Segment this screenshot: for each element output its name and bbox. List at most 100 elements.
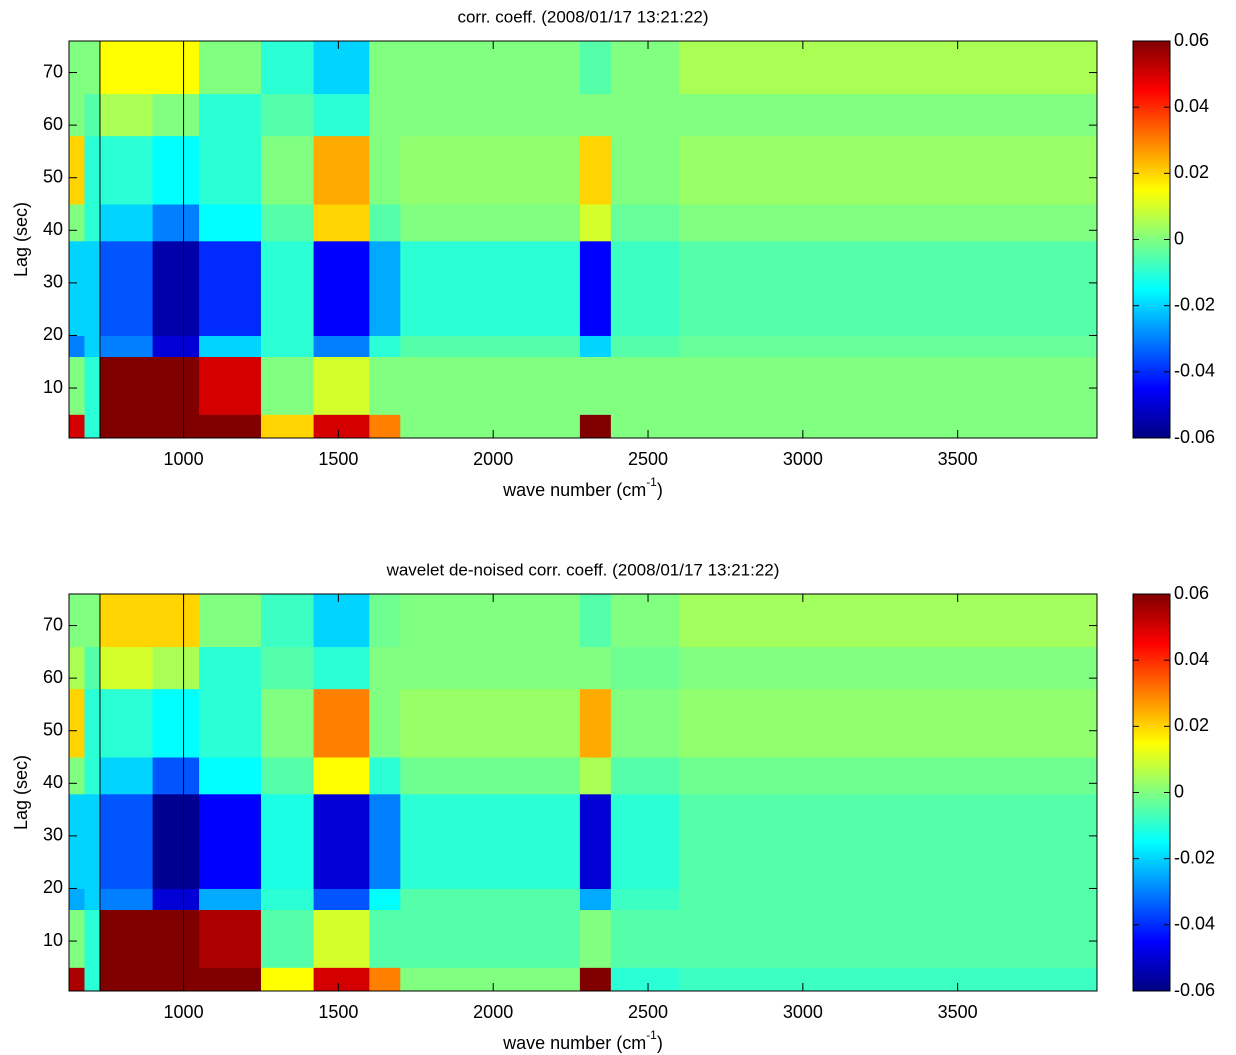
colorbar xyxy=(1132,40,1171,439)
heatmap-cell xyxy=(313,135,370,205)
heatmap-cell xyxy=(369,414,401,439)
heatmap-cell xyxy=(579,356,612,415)
heatmap-cell xyxy=(313,93,370,137)
heatmap-cell xyxy=(199,909,262,968)
heatmap-cell xyxy=(678,135,1098,205)
x-tick-label: 1500 xyxy=(318,449,358,469)
heatmap-cell xyxy=(69,793,85,889)
heatmap-cell xyxy=(400,793,581,889)
heatmap-cell xyxy=(260,41,315,95)
heatmap-cell xyxy=(610,888,680,910)
heatmap-cell xyxy=(313,41,370,95)
heatmap-cell xyxy=(369,594,401,648)
heatmap-cell xyxy=(69,93,85,137)
colorbar-tick-label: 0.02 xyxy=(1174,715,1209,735)
heatmap-cell xyxy=(199,967,262,992)
heatmap-cell xyxy=(152,967,200,992)
heatmap-cell xyxy=(369,909,401,968)
x-axis-label-text: wave number (cm xyxy=(502,480,646,500)
heatmap-cell xyxy=(99,204,154,242)
heatmap-cell xyxy=(400,646,581,690)
heatmap-cell xyxy=(313,793,370,889)
heatmap-cell xyxy=(579,414,612,439)
heatmap-cell xyxy=(678,335,1098,357)
y-tick-label: 30 xyxy=(43,825,63,845)
heatmap-cell xyxy=(99,240,154,336)
x-axis-label: wave number (cm-1) xyxy=(502,1028,663,1053)
heatmap-cell xyxy=(199,688,262,758)
heatmap-cell xyxy=(99,356,154,415)
heatmap-cell xyxy=(400,93,581,137)
heatmap-cell xyxy=(610,356,680,415)
heatmap-cell xyxy=(678,757,1098,795)
heatmap-cell xyxy=(313,757,370,795)
heatmap-cell xyxy=(400,594,581,648)
heatmap-cell xyxy=(610,909,680,968)
heatmap-cell xyxy=(610,967,680,992)
chart-title: wavelet de-noised corr. coeff. (2008/01/… xyxy=(386,560,780,579)
heatmap-panel: wavelet de-noised corr. coeff. (2008/01/… xyxy=(11,560,1215,1052)
heatmap-cell xyxy=(84,888,101,910)
heatmap-cell xyxy=(260,594,315,648)
y-tick-label: 20 xyxy=(43,877,63,897)
heatmap-cell xyxy=(313,335,370,357)
heatmap-cell xyxy=(84,135,101,205)
y-tick-label: 50 xyxy=(43,719,63,739)
x-tick-label: 2000 xyxy=(473,449,513,469)
heatmap-cell xyxy=(260,757,315,795)
heatmap-cell xyxy=(678,793,1098,889)
heatmap-cell xyxy=(678,594,1098,648)
heatmap-cell xyxy=(369,335,401,357)
heatmap-cell xyxy=(199,414,262,439)
colorbar-tick-label: -0.02 xyxy=(1174,847,1215,867)
heatmap-cell xyxy=(678,356,1098,415)
heatmap-cell xyxy=(260,356,315,415)
colorbar-tick-label: -0.04 xyxy=(1174,361,1215,381)
heatmap-cell xyxy=(84,757,101,795)
heatmap-cell xyxy=(199,204,262,242)
colorbar-tick-label: 0 xyxy=(1174,781,1184,801)
heatmap-cell xyxy=(69,757,85,795)
heatmap-cell xyxy=(84,41,101,95)
heatmap-cell xyxy=(610,204,680,242)
heatmap-cell xyxy=(260,240,315,336)
heatmap-cell xyxy=(84,356,101,415)
heatmap-cell xyxy=(579,594,612,648)
heatmap-cell xyxy=(152,335,200,357)
heatmap-cell xyxy=(152,909,200,968)
heatmap-cell xyxy=(69,204,85,242)
colorbar-tick-label: 0 xyxy=(1174,228,1184,248)
heatmap-cell xyxy=(400,967,581,992)
heatmap-cell xyxy=(369,204,401,242)
heatmap-cell xyxy=(369,967,401,992)
heatmap-cell xyxy=(313,594,370,648)
heatmap-cell xyxy=(199,646,262,690)
heatmap-cell xyxy=(152,240,200,336)
heatmap-cell xyxy=(369,793,401,889)
heatmap-cell xyxy=(579,93,612,137)
heatmap-cell xyxy=(313,646,370,690)
heatmap-cell xyxy=(69,240,85,336)
heatmap-cell xyxy=(99,909,154,968)
heatmap-cell xyxy=(369,135,401,205)
heatmap-cell xyxy=(69,594,85,648)
heatmap-cell xyxy=(313,414,370,439)
heatmap-cell xyxy=(260,967,315,992)
heatmap-cell xyxy=(369,240,401,336)
heatmap-cell xyxy=(610,93,680,137)
heatmap-cell xyxy=(610,646,680,690)
heatmap-cell xyxy=(84,967,101,992)
heatmap-cell xyxy=(369,757,401,795)
heatmap-cell xyxy=(99,594,154,648)
plot-frame xyxy=(68,593,1098,992)
heatmap-cell xyxy=(579,967,612,992)
heatmap-cell xyxy=(678,688,1098,758)
heatmap-cell xyxy=(610,335,680,357)
heatmap-cell xyxy=(579,135,612,205)
heatmap-cell xyxy=(199,356,262,415)
y-tick-label: 40 xyxy=(43,219,63,239)
heatmap-cell xyxy=(260,135,315,205)
heatmap-cell xyxy=(260,793,315,889)
heatmap-cell xyxy=(99,335,154,357)
heatmap-cell xyxy=(69,41,85,95)
